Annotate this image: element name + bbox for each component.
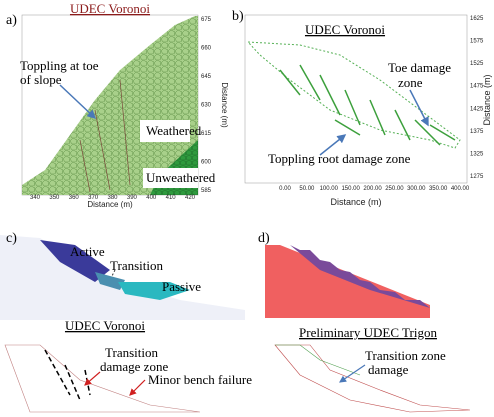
- figure: a) UDEC Voronoi Toppling at toe of slope…: [0, 0, 494, 417]
- x-tick-label: 200.00: [363, 186, 382, 192]
- x-axis-title: Distance (m): [87, 200, 133, 209]
- y-tick-label: 1425: [470, 106, 484, 112]
- y-tick-label: 1475: [470, 84, 484, 90]
- slope-model: [0, 235, 245, 320]
- panel-c: c) Active Transition Passive UDEC Vorono…: [0, 231, 252, 412]
- annotation: Unweathered: [146, 170, 216, 185]
- annotation: zone: [398, 75, 423, 90]
- x-tick-label: 150.00: [341, 186, 360, 192]
- panel-title: UDEC Voronoi: [305, 22, 385, 37]
- annotation: of slope: [20, 72, 62, 87]
- arrow: [340, 365, 365, 382]
- annotation: Toppling at toe: [20, 58, 99, 73]
- y-tick-label: 1375: [470, 129, 484, 135]
- x-tick-label: 390: [127, 195, 138, 201]
- x-tick-label: 410: [166, 195, 177, 201]
- panel-title: UDEC Voronoi: [70, 1, 150, 16]
- annotation: Transition: [110, 258, 163, 273]
- y-tick-label: 630: [201, 103, 212, 109]
- annotation: Passive: [162, 279, 201, 294]
- panel-a: a) UDEC Voronoi Toppling at toe of slope…: [6, 1, 229, 209]
- x-tick-label: 360: [69, 195, 80, 201]
- y-tick-label: 615: [201, 131, 212, 137]
- annotation: Minor bench failure: [148, 372, 252, 387]
- panel-label: a): [6, 13, 17, 28]
- y-tick-label: 585: [201, 188, 212, 194]
- y-tick-label: 1325: [470, 151, 484, 157]
- y-tick-label: 660: [201, 46, 212, 52]
- panel-label: b): [232, 9, 244, 24]
- x-tick-label: 350.00: [429, 186, 448, 192]
- x-tick-label: 340: [30, 195, 41, 201]
- y-tick-label: 1625: [470, 16, 484, 22]
- x-tick-label: 300.00: [407, 186, 426, 192]
- x-tick-label: 400.00: [451, 186, 470, 192]
- x-tick-label: 350: [49, 195, 60, 201]
- x-tick-label: 370: [88, 195, 99, 201]
- annotation: Transition zone: [365, 348, 446, 363]
- y-tick-label: 1275: [470, 174, 484, 180]
- y-tick-label: 600: [201, 160, 212, 166]
- y-tick-label: 1525: [470, 61, 484, 67]
- failure-planes: [45, 350, 90, 400]
- panel-label: c): [6, 231, 17, 246]
- x-tick-label: 400: [146, 195, 157, 201]
- panel-label: d): [258, 231, 270, 246]
- annotation: Weathered: [146, 123, 202, 138]
- annotation: Toe damage: [388, 60, 451, 75]
- panel-title: UDEC Voronoi: [65, 318, 145, 333]
- x-tick-label: 420: [185, 195, 196, 201]
- x-axis-title: Distance (m): [330, 197, 381, 207]
- annotation: damage: [368, 362, 409, 377]
- x-tick-label: 50.00: [299, 186, 315, 192]
- y-tick-label: 645: [201, 74, 212, 80]
- y-axis-title: Distance (m): [220, 82, 229, 128]
- y-tick-label: 1575: [470, 39, 484, 45]
- arrow: [130, 380, 145, 395]
- panel-title: Preliminary UDEC Trigon: [299, 325, 437, 340]
- y-tick-label: 675: [201, 17, 212, 23]
- x-tick-label: 380: [107, 195, 118, 201]
- annotation: Active: [70, 244, 105, 259]
- x-tick-label: 0.00: [279, 186, 291, 192]
- x-tick-label: 100.00: [320, 186, 339, 192]
- annotation: Transition: [105, 345, 158, 360]
- x-tick-label: 250.00: [385, 186, 404, 192]
- annotation: Toppling root damage zone: [268, 151, 411, 166]
- panel-d: d) Preliminary UDEC Trigon Transition zo…: [258, 231, 470, 412]
- y-axis-title: Distance (m): [482, 74, 492, 125]
- slope-body: [265, 245, 430, 318]
- panel-b: b) UDEC Voronoi Toe damage zone Toppling…: [232, 9, 492, 207]
